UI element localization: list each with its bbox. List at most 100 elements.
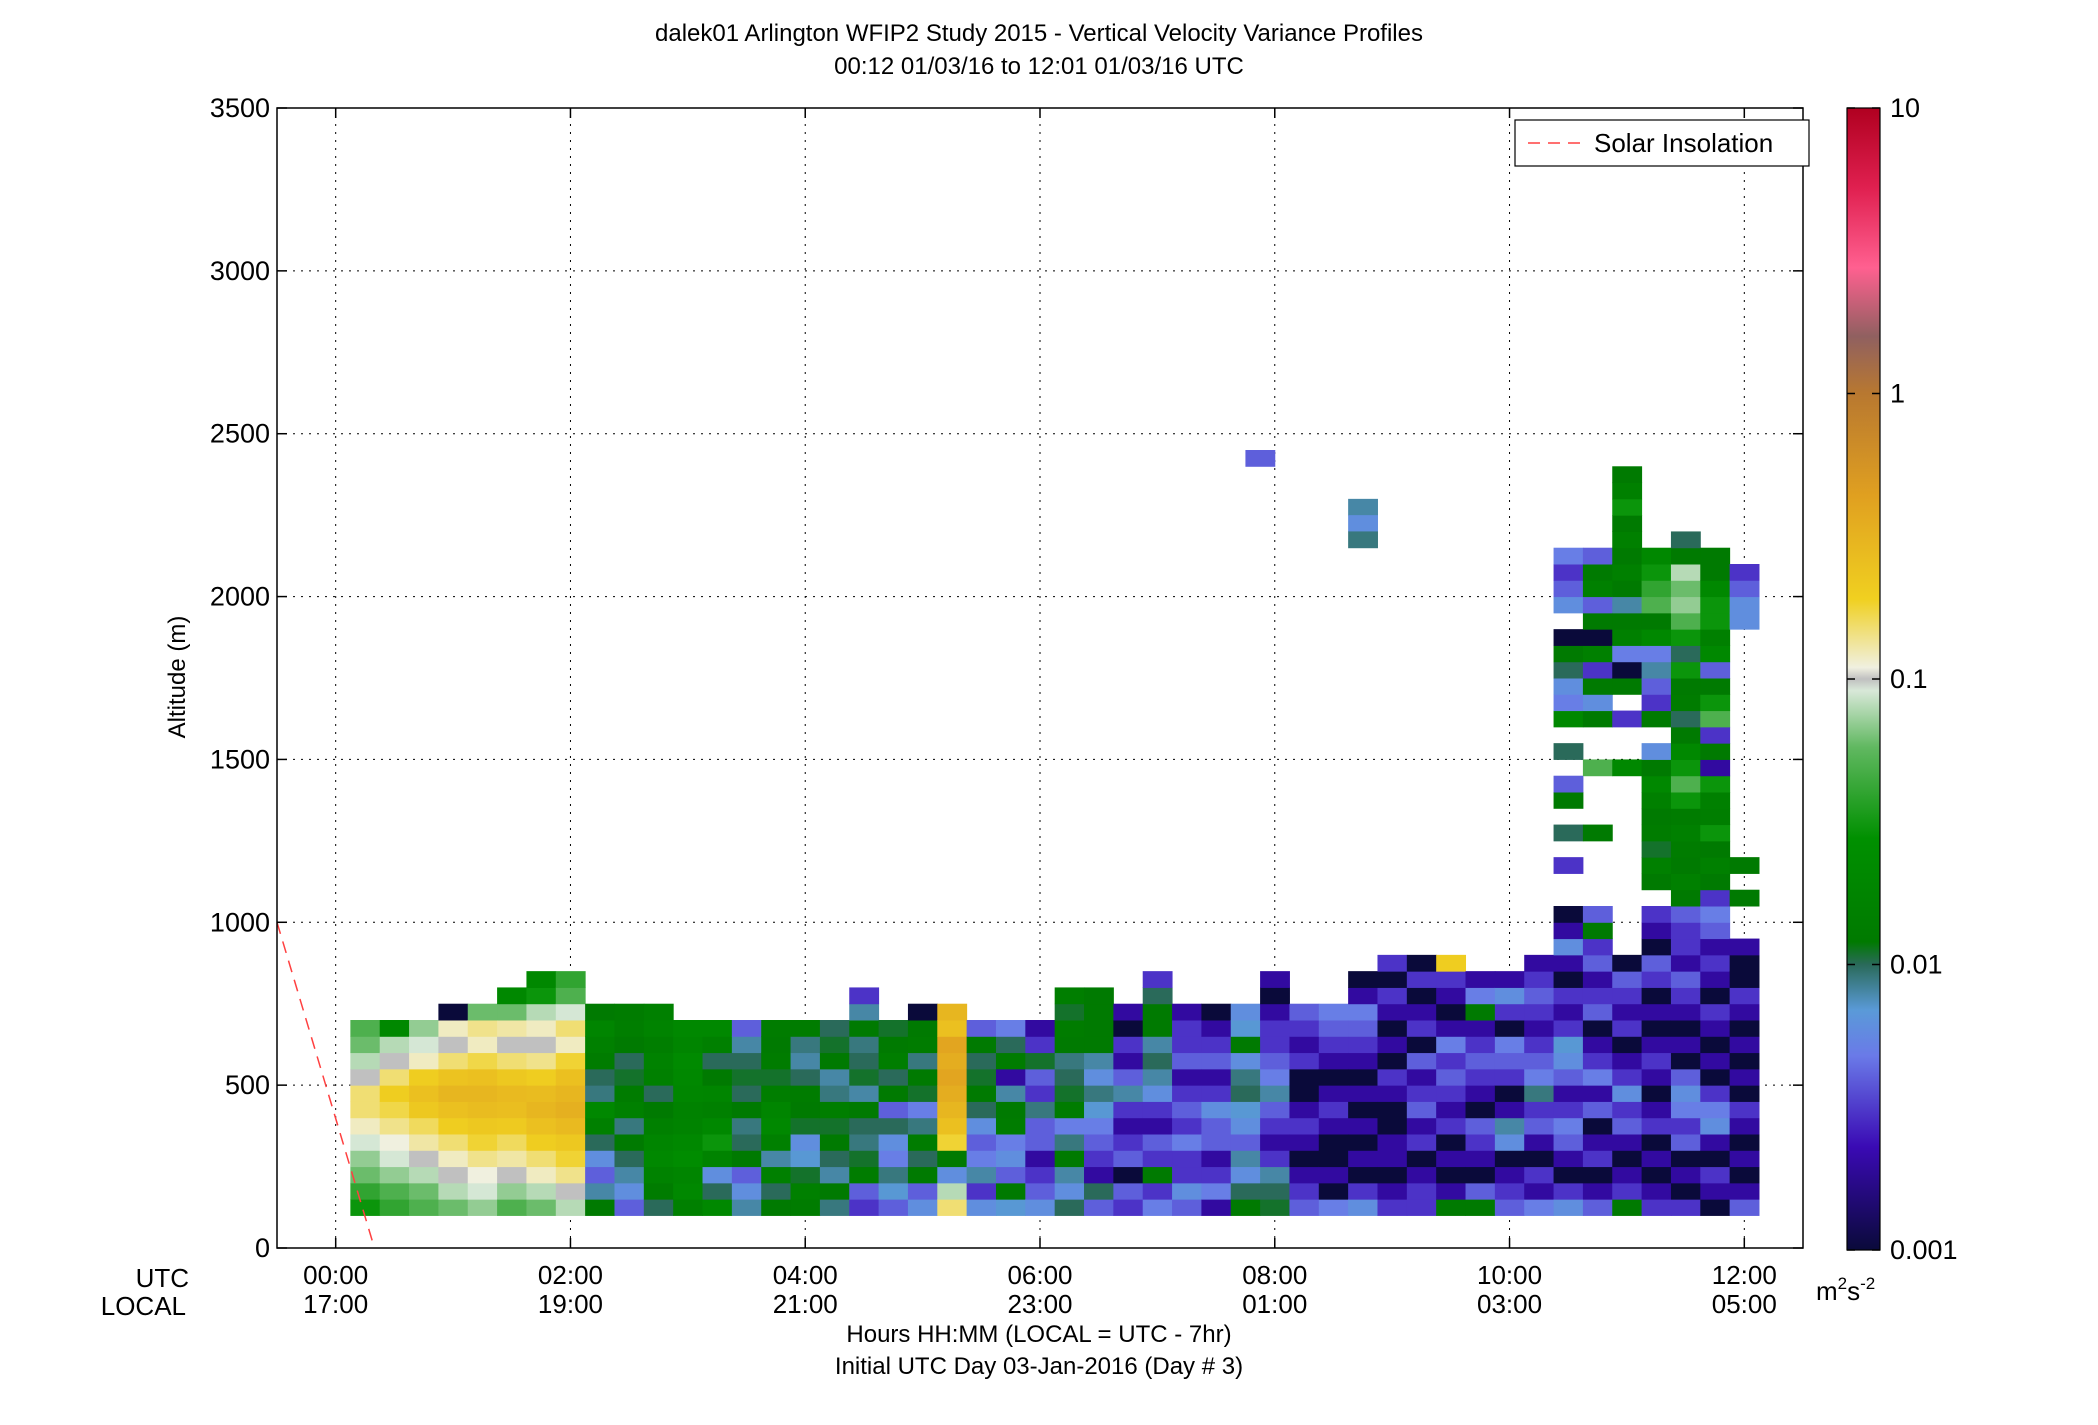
- heatmap-cell: [1084, 1199, 1114, 1216]
- heatmap-cell: [643, 1020, 674, 1037]
- heatmap-cell: [1729, 1052, 1760, 1070]
- heatmap-cell: [790, 1134, 821, 1151]
- heatmap-cell: [1494, 1199, 1525, 1216]
- heatmap-cell: [643, 1085, 674, 1102]
- heatmap-cell: [526, 1166, 557, 1184]
- heatmap-cell: [1553, 1117, 1584, 1135]
- heatmap-cell: [1025, 1199, 1056, 1216]
- heatmap-cell: [907, 1020, 938, 1037]
- heatmap-cell: [1612, 954, 1643, 972]
- heatmap-cell: [878, 1134, 909, 1151]
- heatmap-cells: [350, 450, 1760, 1216]
- heatmap-cell: [585, 1052, 615, 1070]
- heatmap-cell: [1084, 1182, 1114, 1200]
- heatmap-cell: [1494, 1068, 1525, 1086]
- heatmap-cell: [1582, 678, 1613, 695]
- heatmap-cell: [1436, 1101, 1467, 1119]
- heatmap-cell: [1641, 906, 1672, 923]
- heatmap-cell: [1025, 1020, 1056, 1037]
- heatmap-cell: [643, 1150, 674, 1168]
- heatmap-cell: [907, 1052, 938, 1070]
- heatmap-cell: [1670, 1117, 1701, 1135]
- heatmap-cell: [1700, 922, 1731, 940]
- heatmap-cell: [1142, 1101, 1173, 1119]
- heatmap-cell: [643, 1134, 674, 1151]
- heatmap-cell: [1700, 1068, 1731, 1086]
- heatmap-cell: [1142, 1068, 1173, 1086]
- heatmap-cell: [555, 987, 586, 1005]
- heatmap-cell: [1729, 564, 1760, 581]
- heatmap-cell: [1230, 1085, 1261, 1102]
- heatmap-cell: [761, 1085, 792, 1102]
- heatmap-cell: [1201, 1020, 1232, 1037]
- heatmap-cell: [379, 1036, 410, 1054]
- heatmap-cell: [497, 1036, 527, 1054]
- heatmap-cell: [585, 1101, 615, 1119]
- heatmap-cell: [1582, 694, 1613, 712]
- heatmap-cell: [1612, 1199, 1643, 1216]
- heatmap-cell: [1025, 1150, 1056, 1168]
- heatmap-cell: [1612, 612, 1643, 630]
- heatmap-cell: [1612, 482, 1643, 500]
- heatmap-cell: [555, 1134, 586, 1151]
- heatmap-cell: [526, 1150, 557, 1168]
- heatmap-cell: [790, 1166, 821, 1184]
- heatmap-cell: [995, 1052, 1026, 1070]
- heatmap-cell: [1348, 1052, 1378, 1070]
- heatmap-cell: [1406, 1052, 1437, 1070]
- heatmap-cell: [1553, 580, 1584, 598]
- heatmap-cell: [995, 1166, 1026, 1184]
- heatmap-cell: [1553, 954, 1584, 972]
- heatmap-cell: [643, 1003, 674, 1021]
- heatmap-cell: [1494, 1182, 1525, 1200]
- heatmap-cell: [1348, 498, 1378, 516]
- heatmap-cell: [966, 1134, 997, 1151]
- heatmap-cell: [1612, 1117, 1643, 1135]
- heatmap-cell: [1612, 987, 1643, 1005]
- heatmap-cell: [585, 1117, 615, 1135]
- heatmap-cell: [995, 1182, 1026, 1200]
- heatmap-cell: [937, 1199, 968, 1216]
- heatmap-cell: [438, 1182, 469, 1200]
- heatmap-cell: [1172, 1085, 1202, 1102]
- heatmap-cell: [1641, 938, 1672, 956]
- heatmap-cell: [526, 1117, 557, 1135]
- heatmap-cell: [1436, 1020, 1467, 1037]
- heatmap-cell: [1465, 1003, 1496, 1021]
- heatmap-cell: [1406, 954, 1437, 972]
- heatmap-cell: [1406, 1199, 1437, 1216]
- heatmap-cell: [731, 1085, 762, 1102]
- heatmap-cell: [1230, 1068, 1261, 1086]
- heatmap-cell: [702, 1134, 733, 1151]
- heatmap-cell: [731, 1101, 762, 1119]
- heatmap-cell: [1230, 1101, 1261, 1119]
- heatmap-cell: [1289, 1003, 1320, 1021]
- heatmap-cell: [1612, 971, 1643, 988]
- heatmap-cell: [1612, 1085, 1643, 1102]
- heatmap-cell: [1582, 954, 1613, 972]
- heatmap-cell: [1142, 1085, 1173, 1102]
- heatmap-cell: [643, 1068, 674, 1086]
- heatmap-cell: [1260, 1036, 1290, 1054]
- heatmap-cell: [966, 1052, 997, 1070]
- heatmap-cell: [1582, 1150, 1613, 1168]
- heatmap-cell: [614, 1182, 645, 1200]
- heatmap-cell: [1201, 1199, 1232, 1216]
- heatmap-cell: [1670, 1085, 1701, 1102]
- heatmap-cell: [1524, 1117, 1555, 1135]
- heatmap-cell: [1172, 1199, 1202, 1216]
- heatmap-cell: [1553, 1166, 1584, 1184]
- heatmap-cell: [1172, 1068, 1202, 1086]
- colorbar-unit-sup2: -2: [1860, 1274, 1875, 1293]
- heatmap-cell: [1054, 1150, 1085, 1168]
- heatmap-cell: [1113, 1052, 1144, 1070]
- heatmap-cell: [819, 1085, 850, 1102]
- heatmap-cell: [1494, 1166, 1525, 1184]
- heatmap-cell: [1670, 922, 1701, 940]
- heatmap-cell: [1670, 971, 1701, 988]
- heatmap-cell: [1142, 971, 1173, 988]
- heatmap-cell: [1553, 775, 1584, 793]
- heatmap-cell: [1406, 1150, 1437, 1168]
- heatmap-cell: [1700, 792, 1731, 809]
- heatmap-cell: [1377, 1101, 1408, 1119]
